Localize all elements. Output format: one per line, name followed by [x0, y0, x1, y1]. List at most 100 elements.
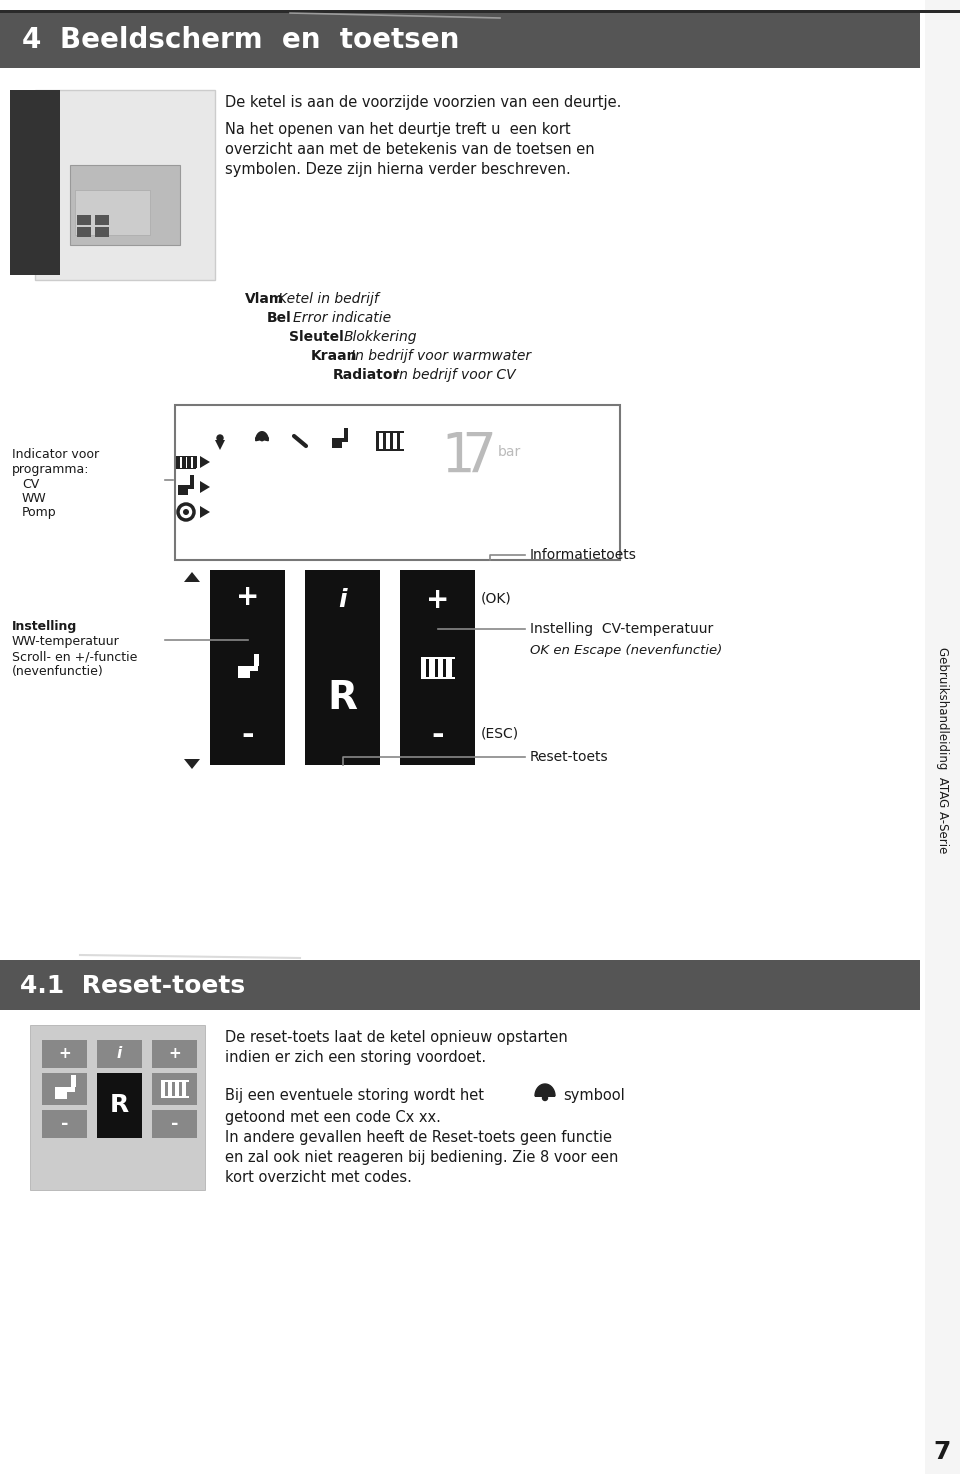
Text: +: +	[236, 584, 259, 612]
Bar	[210, 629, 285, 705]
Text: Error indicatie: Error indicatie	[293, 311, 391, 324]
Bar	[376, 450, 404, 451]
Text: 4.1  Reset-toets: 4.1 Reset-toets	[20, 974, 245, 998]
Bar	[925, 0, 960, 1474]
Circle shape	[542, 1095, 547, 1101]
Circle shape	[217, 435, 223, 441]
Text: Beeldscherm  en  toetsen: Beeldscherm en toetsen	[60, 27, 460, 55]
Text: overzicht aan met de betekenis van de toetsen en: overzicht aan met de betekenis van de to…	[225, 142, 594, 158]
Bar	[187, 455, 191, 469]
Bar	[176, 455, 196, 457]
Bar	[420, 656, 454, 659]
Polygon shape	[255, 432, 268, 441]
Text: +: +	[59, 1047, 71, 1061]
Text: R: R	[327, 678, 357, 716]
Bar	[160, 1082, 165, 1097]
Bar	[344, 427, 348, 438]
Bar	[176, 467, 196, 469]
Text: In bedrijf voor CV: In bedrijf voor CV	[395, 368, 516, 382]
Polygon shape	[535, 1083, 555, 1097]
Text: (OK): (OK)	[481, 591, 512, 604]
Bar	[42, 1110, 87, 1138]
Bar	[190, 475, 194, 485]
Bar	[176, 455, 180, 469]
Bar	[237, 671, 250, 678]
Bar	[160, 1097, 188, 1098]
Text: Instelling  CV-temperatuur: Instelling CV-temperatuur	[530, 622, 713, 635]
Bar	[70, 1075, 76, 1086]
Bar	[400, 570, 475, 629]
Text: 4: 4	[22, 27, 41, 55]
Text: Blokkering: Blokkering	[344, 330, 417, 343]
Bar	[305, 629, 380, 765]
Bar	[10, 90, 60, 276]
Text: In bedrijf voor warmwater: In bedrijf voor warmwater	[351, 349, 531, 363]
Text: Radiator: Radiator	[333, 368, 400, 382]
Text: programma:: programma:	[12, 463, 89, 476]
Polygon shape	[200, 481, 210, 492]
Bar	[152, 1073, 197, 1106]
Text: -: -	[60, 1114, 68, 1134]
Bar	[152, 1110, 197, 1138]
Bar	[0, 960, 920, 1010]
Bar	[152, 1041, 197, 1069]
Bar	[97, 1041, 142, 1069]
Bar	[77, 227, 91, 237]
Bar	[0, 10, 920, 68]
Text: 1: 1	[440, 430, 473, 483]
Bar	[420, 659, 426, 677]
Bar	[210, 570, 285, 629]
Text: Bel: Bel	[267, 311, 292, 324]
Bar	[376, 430, 404, 433]
Bar	[253, 653, 258, 665]
Bar	[237, 665, 257, 671]
Text: Indicator voor: Indicator voor	[12, 448, 99, 461]
Bar	[95, 215, 109, 226]
Text: 7: 7	[462, 430, 495, 483]
Bar	[420, 677, 454, 678]
Bar	[305, 570, 380, 629]
Bar	[383, 433, 386, 450]
Text: Na het openen van het deurtje treft u  een kort: Na het openen van het deurtje treft u ee…	[225, 122, 570, 137]
Text: Sleutel: Sleutel	[289, 330, 344, 343]
Bar	[178, 489, 188, 495]
Bar	[376, 433, 379, 450]
Text: WW-temperatuur: WW-temperatuur	[12, 635, 120, 649]
Bar	[390, 433, 394, 450]
Text: symbolen. Deze zijn hierna verder beschreven.: symbolen. Deze zijn hierna verder beschr…	[225, 162, 571, 177]
Text: Instelling: Instelling	[12, 621, 77, 632]
Bar	[438, 659, 444, 677]
Text: getoond met een code Cx xx.: getoond met een code Cx xx.	[225, 1110, 441, 1125]
Text: Vlam: Vlam	[245, 292, 284, 307]
Bar	[167, 1082, 173, 1097]
Bar	[429, 659, 435, 677]
Text: kort overzicht met codes.: kort overzicht met codes.	[225, 1170, 412, 1185]
Bar	[181, 455, 185, 469]
Text: In andere gevallen heeft de Reset-toets geen functie: In andere gevallen heeft de Reset-toets …	[225, 1131, 612, 1145]
Polygon shape	[200, 455, 210, 469]
Bar	[400, 705, 475, 765]
Text: 7: 7	[933, 1440, 950, 1464]
Bar	[0, 10, 960, 13]
Text: De reset-toets laat de ketel opnieuw opstarten: De reset-toets laat de ketel opnieuw ops…	[225, 1030, 567, 1045]
Polygon shape	[184, 759, 200, 769]
Bar	[42, 1073, 87, 1106]
Bar	[181, 1082, 186, 1097]
Bar	[175, 1082, 180, 1097]
Text: i: i	[117, 1047, 122, 1061]
Bar	[178, 485, 194, 489]
Bar	[210, 705, 285, 765]
Text: indien er zich een storing voordoet.: indien er zich een storing voordoet.	[225, 1049, 486, 1066]
Bar	[175, 405, 620, 560]
Bar	[160, 1080, 188, 1082]
Text: Pomp: Pomp	[22, 506, 57, 519]
Text: +: +	[168, 1047, 180, 1061]
Bar	[400, 629, 475, 705]
Bar	[55, 1086, 75, 1092]
Text: +: +	[426, 587, 449, 615]
Bar	[75, 190, 150, 234]
Circle shape	[260, 438, 264, 441]
Text: WW: WW	[22, 492, 47, 506]
Text: Ketel in bedrijf: Ketel in bedrijf	[277, 292, 378, 307]
Bar	[55, 1092, 66, 1100]
